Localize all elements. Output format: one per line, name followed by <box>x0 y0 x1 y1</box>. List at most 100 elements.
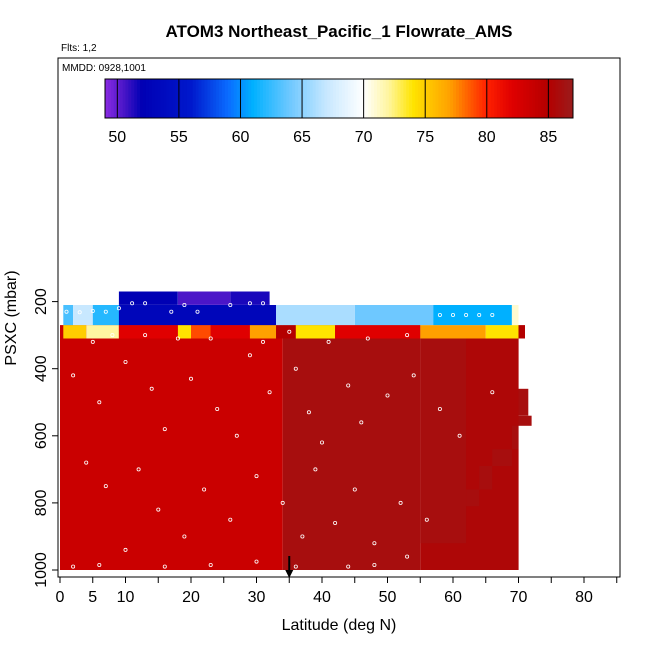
heatmap-cell <box>511 425 519 450</box>
heatmap-cell <box>466 489 480 507</box>
colorbar-swatch <box>277 79 281 118</box>
colorbar-swatch <box>213 79 217 118</box>
flight-track-point <box>195 309 200 314</box>
flight-track-point <box>149 386 154 391</box>
x-tick-label: 5 <box>88 589 97 606</box>
flight-track-point <box>116 306 121 311</box>
heatmap-cell <box>295 325 336 339</box>
x-tick-label: 60 <box>444 589 462 606</box>
flight-track-point <box>319 440 324 445</box>
colorbar-swatch <box>514 79 518 118</box>
colorbar-swatch <box>467 79 472 118</box>
colorbar-swatch <box>520 79 524 118</box>
colorbar-tick-label: 75 <box>416 129 434 146</box>
colorbar-swatch <box>540 79 545 118</box>
colorbar-swatch <box>292 79 296 118</box>
flight-track-point <box>405 554 410 559</box>
heatmap-cell <box>335 325 421 339</box>
heatmap-cell <box>63 305 74 326</box>
colorbar-swatch <box>181 79 185 118</box>
flight-track-point <box>123 547 128 552</box>
colorbar-swatch <box>283 79 287 118</box>
colorbar-swatch <box>330 79 334 118</box>
x-tick-label: 80 <box>575 589 593 606</box>
flight-track-point <box>175 336 180 341</box>
flight-track-point <box>97 400 102 405</box>
flight-track-point <box>228 302 233 307</box>
colorbar-swatch <box>339 79 343 118</box>
flight-track-point <box>188 376 193 381</box>
colorbar-swatch <box>230 79 235 118</box>
heatmap-cell <box>60 325 283 570</box>
colorbar: 50 55 60 65 70 75 80 85 <box>104 78 574 146</box>
flight-track-point <box>300 534 305 539</box>
flight-track-point <box>398 500 403 505</box>
colorbar-swatch <box>122 79 126 118</box>
colorbar-swatch <box>254 79 258 118</box>
colorbar-swatch <box>397 79 401 118</box>
colorbar-swatch <box>464 79 469 118</box>
flight-track-point <box>123 359 128 364</box>
flight-track-point <box>208 563 213 568</box>
heatmap-cell <box>433 305 512 326</box>
flight-track-point <box>254 559 259 564</box>
colorbar-swatch <box>251 79 255 118</box>
heatmap-cell <box>492 449 512 466</box>
colorbar-swatch <box>271 79 276 118</box>
flight-track-point <box>143 301 148 306</box>
colorbar-swatch <box>324 79 328 118</box>
flight-track-point <box>247 353 252 358</box>
colorbar-swatch <box>458 79 463 118</box>
flight-track-point <box>346 564 351 569</box>
colorbar-swatch <box>239 79 243 118</box>
colorbar-swatch <box>163 79 167 118</box>
colorbar-swatch <box>356 79 360 118</box>
colorbar-swatch <box>192 79 197 118</box>
colorbar-swatch <box>432 79 436 118</box>
heatmap-cell <box>92 305 119 326</box>
flight-track-point <box>352 487 357 492</box>
x-axis: 0 5 10 20 30 40 50 60 70 80 <box>56 577 618 606</box>
heatmap-cell <box>177 325 191 339</box>
colorbar-swatch <box>312 79 316 118</box>
colorbar-swatch <box>198 79 202 118</box>
flight-track-points <box>64 301 495 569</box>
colorbar-swatch <box>140 79 144 118</box>
flight-track-point <box>103 484 108 489</box>
colorbar-swatch <box>470 79 474 118</box>
y-tick-label: 1000 <box>33 552 50 588</box>
colorbar-swatch <box>444 79 448 118</box>
colorbar-swatch <box>204 79 208 118</box>
flight-track-point <box>71 373 76 378</box>
flight-track-point <box>254 474 259 479</box>
colorbar-swatch <box>426 79 431 118</box>
colorbar-swatch <box>368 79 372 118</box>
colorbar-swatch <box>511 79 515 118</box>
colorbar-tick-label: 50 <box>108 129 126 146</box>
colorbar-swatch <box>166 79 170 118</box>
colorbar-swatch <box>268 79 273 118</box>
colorbar-swatch <box>567 79 571 118</box>
flight-track-point <box>372 563 377 568</box>
colorbar-swatch <box>128 79 132 118</box>
colorbar-swatch <box>222 79 226 118</box>
flight-track-point <box>228 517 233 522</box>
colorbar-swatch <box>496 79 501 118</box>
flight-track-point <box>359 420 364 425</box>
x-tick-label: 30 <box>248 589 266 606</box>
marker-arrow-head <box>285 570 294 578</box>
colorbar-swatch <box>318 79 322 118</box>
flight-track-point <box>247 301 252 306</box>
heatmap-cell <box>276 305 355 326</box>
y-tick-label: 600 <box>33 422 50 449</box>
x-tick-label: 40 <box>313 589 331 606</box>
x-tick-label: 0 <box>56 589 65 606</box>
flight-track-point <box>346 383 351 388</box>
flight-track-point <box>280 500 285 505</box>
colorbar-tick-label: 55 <box>170 129 188 146</box>
colorbar-swatch <box>260 79 264 118</box>
colorbar-swatch <box>113 79 118 118</box>
flight-track-point <box>293 366 298 371</box>
colorbar-swatch <box>508 79 512 118</box>
flight-track-point <box>411 373 416 378</box>
